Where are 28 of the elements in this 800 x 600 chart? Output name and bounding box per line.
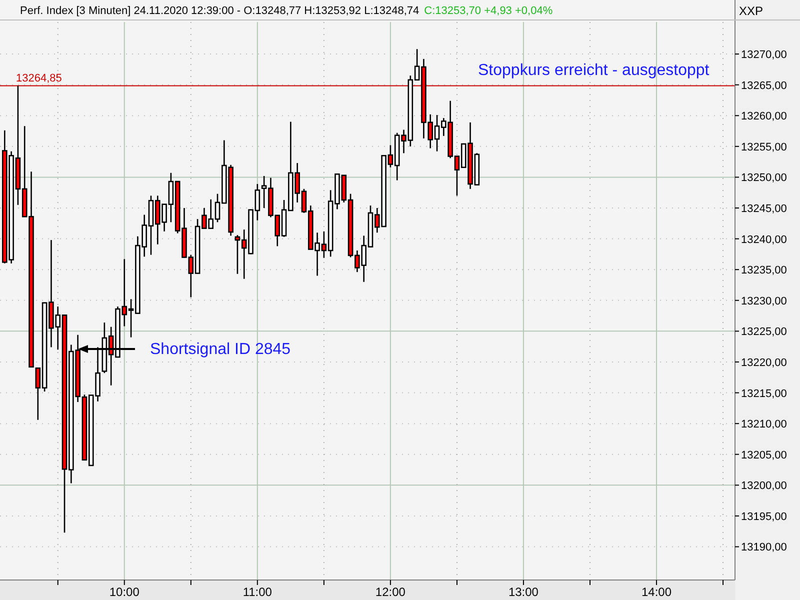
y-tick-label: 13200,00 <box>741 480 787 492</box>
y-tick-label: 13240,00 <box>741 234 787 246</box>
ref-line-label: 13264,85 <box>16 72 62 85</box>
x-tick-label: 10:00 <box>109 585 140 599</box>
y-tick-label: 13220,00 <box>741 356 787 369</box>
y-tick-label: 13260,00 <box>741 110 787 123</box>
x-tick-label: 11:00 <box>242 585 272 599</box>
y-tick-label: 13190,00 <box>741 542 787 554</box>
y-tick-label: 13250,00 <box>741 172 787 184</box>
y-tick-label: 13270,00 <box>741 49 787 62</box>
annotation: Stoppkurs erreicht - ausgestoppt <box>478 62 710 79</box>
y-tick-label: 13255,00 <box>741 141 787 154</box>
y-tick-label: 13245,00 <box>741 203 787 215</box>
y-tick-label: 13265,00 <box>741 80 787 92</box>
x-tick-label: 12:00 <box>375 585 406 599</box>
chart-title: Perf. Index [3 Minuten] 24.11.2020 12:39:00 - O:13248,77 H:13253,92 L:13248,74 <box>20 5 420 17</box>
x-tick-label: 13:00 <box>508 585 539 599</box>
y-tick-label: 13230,00 <box>741 295 787 308</box>
chart-subtitle: C:13253,70 +4,93 +0,04% <box>424 5 553 17</box>
text: XXP <box>739 4 764 18</box>
x-tick-label: 14:00 <box>641 585 672 599</box>
y-tick-label: 13205,00 <box>741 449 787 462</box>
annotation: Shortsignal ID 2845 <box>150 341 291 358</box>
y-tick-label: 13225,00 <box>741 326 787 338</box>
y-tick-label: 13195,00 <box>741 510 787 523</box>
y-tick-label: 13210,00 <box>741 418 787 431</box>
y-tick-label: 13235,00 <box>741 264 787 277</box>
y-tick-label: 13215,00 <box>741 388 787 400</box>
